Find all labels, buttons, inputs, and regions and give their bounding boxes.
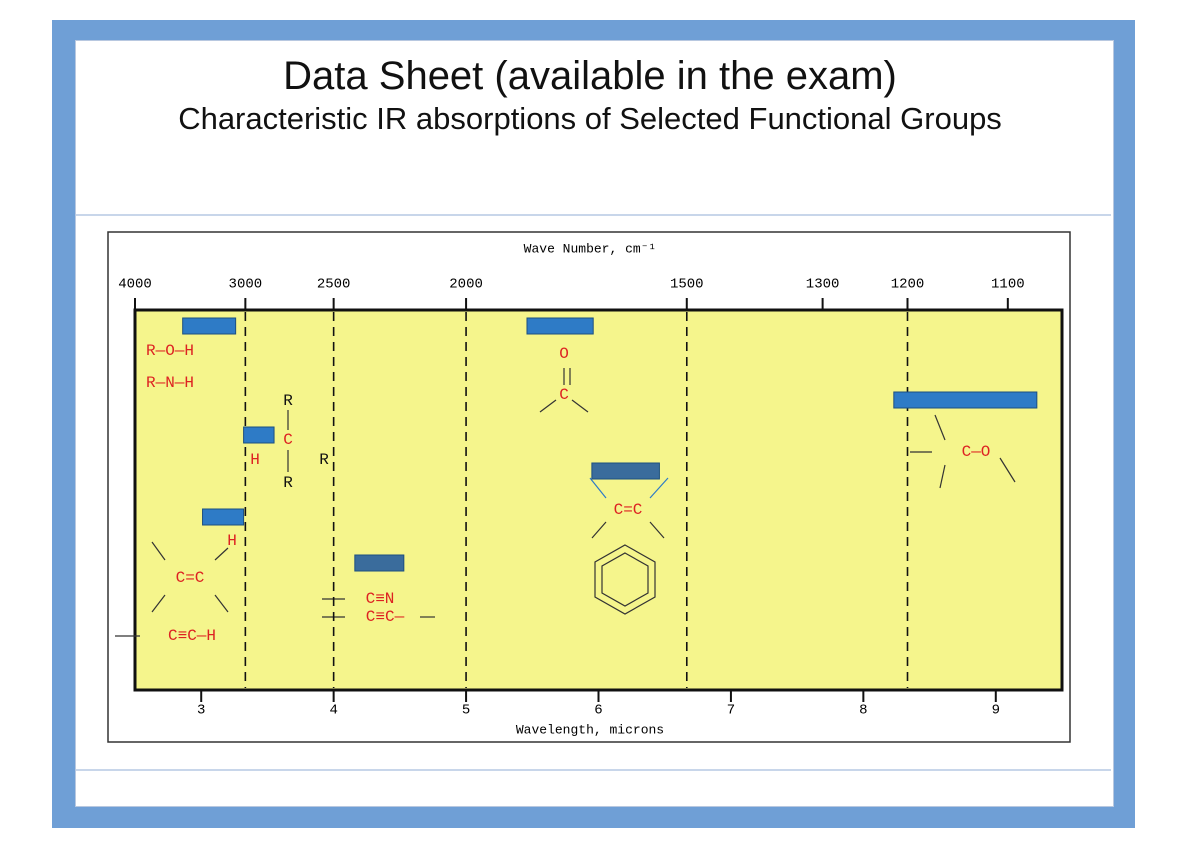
absorption-band xyxy=(893,391,1038,409)
x-tick-label: 8 xyxy=(859,703,867,719)
absorption-band xyxy=(182,317,237,335)
structure-label: R xyxy=(283,392,293,410)
x2-tick-label: 2000 xyxy=(449,277,483,293)
structure-label: C=C xyxy=(614,501,643,519)
structure-label: R—O—H xyxy=(146,342,194,360)
structure-label: C=C xyxy=(176,569,205,587)
absorption-band xyxy=(526,317,594,335)
structure-label: C xyxy=(559,386,569,404)
x2-tick-label: 1100 xyxy=(991,277,1025,293)
plot-area xyxy=(133,308,1064,692)
x-tick-label: 7 xyxy=(727,703,735,719)
x2-tick-label: 1300 xyxy=(806,277,840,293)
x-tick-label: 4 xyxy=(329,703,337,719)
structure-label: O xyxy=(559,345,569,363)
x2-tick-label: 2500 xyxy=(317,277,351,293)
structure-label: C xyxy=(283,431,293,449)
x2-axis-label: Wave Number, cm⁻¹ xyxy=(524,241,657,256)
slide-subtitle: Characteristic IR absorptions of Selecte… xyxy=(178,101,1002,136)
structure-label: R xyxy=(319,451,329,469)
structure-label: C≡C— xyxy=(366,608,405,626)
x-tick-label: 5 xyxy=(462,703,470,719)
structure-label: H xyxy=(227,532,237,550)
x-tick-label: 3 xyxy=(197,703,205,719)
x2-tick-label: 4000 xyxy=(118,277,152,293)
structure-label: C—O xyxy=(962,443,991,461)
structure-label: R—N—H xyxy=(146,374,194,392)
structure-label: C≡N xyxy=(366,590,395,608)
absorption-band xyxy=(591,462,660,480)
title-block: Data Sheet (available in the exam) Chara… xyxy=(110,52,1070,138)
x-tick-label: 6 xyxy=(594,703,602,719)
absorption-band xyxy=(243,426,275,444)
structure-label: H xyxy=(250,451,260,469)
slide-title: Data Sheet (available in the exam) xyxy=(283,54,897,98)
x2-tick-label: 3000 xyxy=(229,277,263,293)
structure-bonds xyxy=(115,368,1016,637)
x-axis-label: Wavelength, microns xyxy=(516,722,664,737)
absorption-band xyxy=(202,508,245,526)
x2-tick-label: 1500 xyxy=(670,277,704,293)
absorption-band xyxy=(354,554,405,572)
x2-tick-label: 1200 xyxy=(891,277,925,293)
x-tick-label: 9 xyxy=(992,703,1000,719)
structure-label: C≡C—H xyxy=(168,627,216,645)
structure-label: R xyxy=(283,474,293,492)
